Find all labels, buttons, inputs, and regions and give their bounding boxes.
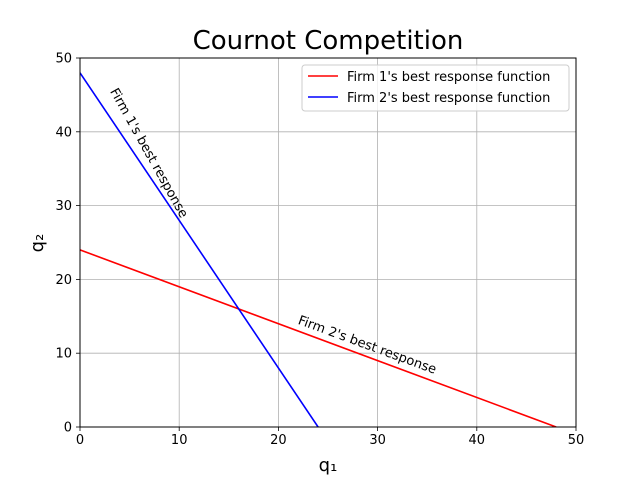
legend-box	[301, 64, 570, 112]
series-lines	[80, 72, 557, 427]
series-line-firm2	[80, 72, 319, 427]
chart-title: Cournot Competition	[193, 26, 464, 56]
x-axis-label: q₁	[319, 455, 338, 476]
y-tick-label: 30	[55, 199, 72, 214]
plot-frame	[79, 57, 577, 428]
y-axis-label: q₂	[27, 234, 48, 253]
x-tick-label: 10	[171, 433, 188, 448]
y-tick-label: 0	[64, 421, 72, 436]
legend-label-firm2: Firm 2's best response function	[347, 91, 550, 106]
y-tick-label: 20	[55, 273, 72, 288]
y-tick-label: 40	[55, 125, 72, 140]
series-line-firm1	[80, 249, 557, 427]
y-tick-label: 10	[55, 347, 72, 362]
grid	[79, 57, 577, 428]
x-tick-label: 30	[369, 433, 386, 448]
legend-label-firm1: Firm 1's best response function	[347, 70, 550, 85]
x-tick-label: 20	[270, 433, 287, 448]
x-tick-label: 50	[568, 433, 585, 448]
y-tick-label: 50	[55, 52, 72, 67]
axis-ticks: 0 10 20 30 40 50 0 10 20 30 40 50	[55, 52, 584, 449]
legend: Firm 1's best response function Firm 2's…	[301, 64, 570, 112]
x-tick-label: 40	[469, 433, 486, 448]
x-tick-label: 0	[76, 433, 84, 448]
